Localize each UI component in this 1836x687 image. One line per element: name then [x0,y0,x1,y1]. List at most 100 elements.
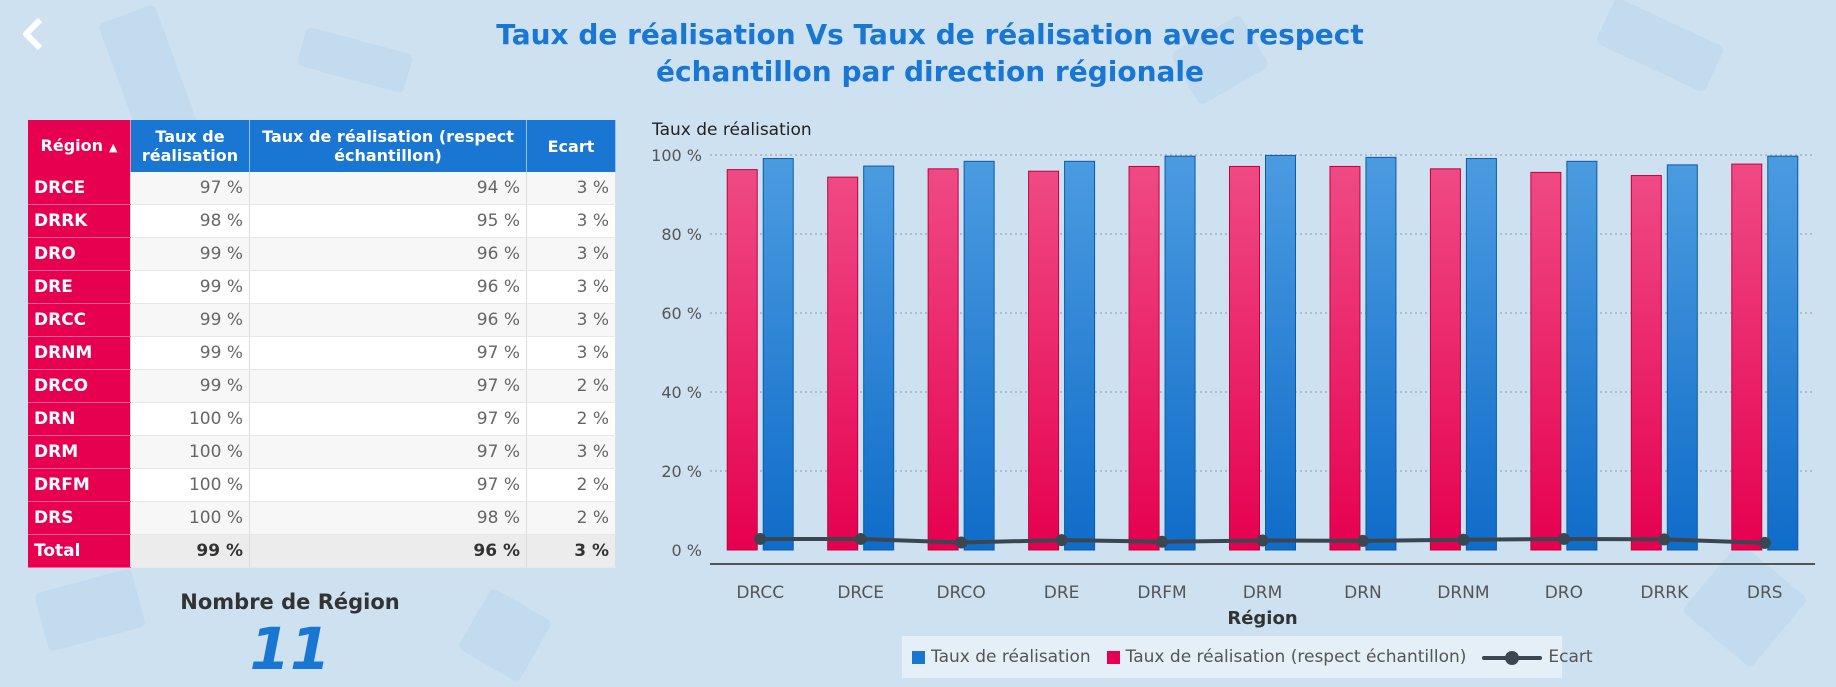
x-tick-label: DRE [1044,583,1080,603]
bar-taux [863,165,895,551]
ecart-cell: 2 % [526,501,616,535]
taux-cell: 100 % [130,402,250,436]
region-cell: DRCC [28,303,131,337]
taux-respect-cell: 94 % [249,172,527,205]
legend-swatch-blue [912,650,925,664]
y-tick-label: 60 % [661,304,702,323]
back-button[interactable] [18,16,48,52]
bar-taux [1767,155,1799,551]
x-tick-label: DRCO [936,583,985,603]
taux-cell: 100 % [130,501,250,535]
taux-cell: 99 % [130,369,250,403]
ecart-point [1457,533,1470,546]
ecart-cell: 3 % [526,204,616,238]
taux-respect-cell: 96 % [249,534,527,568]
chevron-left-icon [23,17,43,51]
bar-taux [963,160,995,551]
table-row[interactable]: DRCO 99 % 97 % 2 % [28,369,616,403]
bar-taux-respect [726,169,758,551]
ecart-cell: 2 % [526,468,616,502]
header-ecart[interactable]: Ecart [526,120,616,172]
y-tick-label: 80 % [661,225,702,244]
ecart-cell: 3 % [526,172,616,205]
table-row[interactable]: DRCC 99 % 96 % 3 % [28,303,616,337]
x-tick-label: DRO [1545,583,1583,603]
bar-taux [1465,158,1497,551]
region-cell: DRCE [28,172,131,205]
legend-item-taux-respect[interactable]: Taux de réalisation (respect échantillon… [1106,647,1467,667]
header-taux[interactable]: Taux de réalisation [130,120,250,172]
taux-cell: 99 % [130,534,250,568]
region-cell: DRRK [28,204,131,238]
table-row[interactable]: DRS 100 % 98 % 2 % [28,501,616,535]
legend-label-taux: Taux de réalisation [931,647,1091,667]
bar-taux-respect [1630,175,1662,551]
taux-respect-cell: 96 % [249,237,527,271]
ecart-point [1156,535,1169,548]
region-cell: DRO [28,237,131,271]
y-axis-title: Taux de réalisation [651,120,812,140]
y-tick-label: 100 % [651,146,702,165]
bar-taux-respect [1329,165,1361,551]
ecart-point [1055,534,1068,547]
region-table: Région ▲ Taux de réalisation Taux de réal… [28,120,616,568]
taux-respect-cell: 97 % [249,369,527,403]
taux-respect-cell: 97 % [249,468,527,502]
page-title: Taux de réalisation Vs Taux de réalisati… [496,18,1364,88]
region-cell: Total [28,534,131,568]
bar-taux [1064,160,1096,551]
taux-respect-cell: 96 % [249,270,527,304]
region-cell: DRCO [28,369,131,403]
ecart-cell: 3 % [526,435,616,469]
legend-item-taux[interactable]: Taux de réalisation [912,647,1091,667]
table-row[interactable]: DRCE 97 % 94 % 3 % [28,172,616,205]
header-region[interactable]: Région ▲ [28,120,131,172]
table-row[interactable]: DRNM 99 % 97 % 3 % [28,336,616,370]
bar-taux [1265,154,1296,551]
table-row[interactable]: DRE 99 % 96 % 3 % [28,270,616,304]
y-tick-label: 0 % [672,541,702,560]
y-tick-label: 20 % [661,462,702,481]
bar-taux-respect [1128,165,1160,551]
table-row[interactable]: DRFM 100 % 97 % 2 % [28,468,616,502]
bar-taux-respect [927,168,959,551]
taux-respect-cell: 97 % [249,435,527,469]
taux-cell: 99 % [130,270,250,304]
region-cell: DRE [28,270,131,304]
x-tick-label: DRS [1747,583,1783,603]
region-cell: DRS [28,501,131,535]
bar-taux [1365,156,1397,551]
taux-cell: 100 % [130,468,250,502]
bar-taux [762,158,794,551]
legend-swatch-line [1482,648,1543,666]
region-cell: DRNM [28,336,131,370]
taux-cell: 99 % [130,336,250,370]
table-row[interactable]: DRRK 98 % 95 % 3 % [28,204,616,238]
bar-taux-respect [827,176,859,551]
ecart-cell: 3 % [526,270,616,304]
x-tick-label: DRCC [736,583,784,603]
table-row[interactable]: DRO 99 % 96 % 3 % [28,237,616,271]
table-total-row[interactable]: Total 99 % 96 % 3 % [28,534,616,568]
bar-taux-respect [1731,163,1763,551]
ecart-cell: 3 % [526,303,616,337]
region-cell: DRFM [28,468,131,502]
bar-taux-respect [1229,165,1260,551]
table-row[interactable]: DRN 100 % 97 % 2 % [28,402,616,436]
x-tick-label: DRFM [1137,583,1186,603]
ecart-cell: 3 % [526,237,616,271]
ecart-point [1356,534,1369,547]
ecart-cell: 3 % [526,534,616,568]
bar-taux [1566,160,1598,551]
legend-item-ecart[interactable]: Ecart [1482,647,1593,667]
taux-respect-cell: 97 % [249,336,527,370]
sort-asc-icon: ▲ [109,140,118,154]
x-tick-label: DRM [1243,583,1283,603]
x-axis-title: Région [1227,608,1297,629]
x-tick-label: DRN [1344,583,1382,603]
region-count-value: 11 [249,615,331,683]
table-row[interactable]: DRM 100 % 97 % 3 % [28,435,616,469]
header-taux-respect[interactable]: Taux de réalisation (respect échantillon… [249,120,527,172]
legend-label-taux-respect: Taux de réalisation (respect échantillon… [1125,647,1467,667]
y-tick-label: 40 % [661,383,702,402]
